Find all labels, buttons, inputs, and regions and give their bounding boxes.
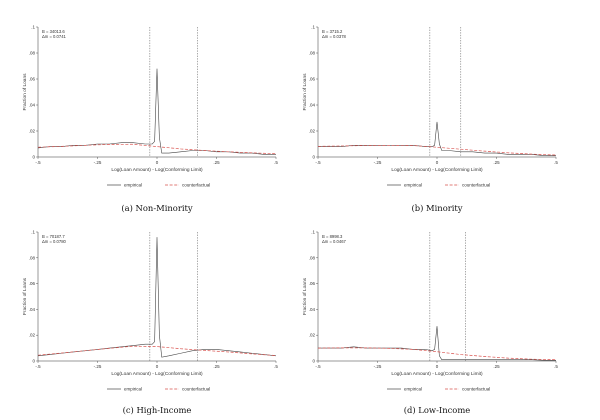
y-tick-label: 0 [32,359,35,364]
x-tick-label: 0 [436,364,439,369]
y-tick-label: .02 [309,129,316,134]
series-line-empirical [37,237,277,358]
x-tick-label: .25 [493,160,500,165]
x-axis-label: Log(Loan Amount) - Log(Conforming Limit) [111,167,203,173]
x-tick-label: .5 [274,364,278,369]
y-axis-label: Fraction of Loans [302,73,308,111]
x-tick-label: -.25 [374,160,382,165]
y-tick-label: .08 [309,51,316,56]
chart-panel: 0 .02 .04 .06 .08 .1 -.5 -.25 0 .25 .5 Fraction of … [302,230,558,416]
annotation: B = 8998.3 [322,234,343,239]
y-tick-label: .06 [29,281,36,286]
x-tick-label: -.5 [315,160,321,165]
y-tick-label: 0 [32,155,35,160]
y-tick-label: .06 [309,281,316,286]
y-tick-label: .08 [309,255,316,260]
y-tick-label: .1 [311,25,315,30]
y-tick-label: .06 [29,77,36,82]
series-line-empirical [37,68,276,155]
legend-label: counterfactual [462,183,490,188]
chart-panel: 0 .02 .04 .06 .08 .1 -.5 -.25 0 .25 .5 Fraction of … [22,230,278,416]
legend-label: counterfactual [462,387,490,392]
series-line-empirical [318,326,556,361]
y-tick-label: .08 [29,255,36,260]
y-tick-label: .1 [31,230,35,235]
y-axis-label: Fraction of Loans [22,73,28,111]
series-line-empirical [318,121,556,156]
x-tick-label: -.25 [94,364,102,369]
y-tick-label: .08 [29,51,36,56]
annotation: B = 70187.7 [42,234,65,239]
legend-label: empirical [124,183,142,188]
legend-label: empirical [124,387,142,392]
series-line-counterfactual [317,144,557,156]
x-axis-label: Log(Loan Amount) - Log(Conforming Limit) [391,167,483,173]
x-tick-label: -.5 [35,364,41,369]
y-tick-label: .04 [29,103,36,108]
y-tick-label: .06 [309,77,316,82]
annotation: Δm = 0.0780 [42,239,67,244]
x-tick-label: .25 [493,364,500,369]
annotation: B = 3715.2 [322,29,343,34]
x-tick-label: 0 [156,160,159,165]
x-tick-label: .25 [213,160,220,165]
y-tick-label: .04 [309,103,316,108]
x-tick-label: .25 [213,364,220,369]
x-tick-label: .5 [274,160,278,165]
chart-panel: 0 .02 .04 .06 .08 .1 -.5 -.25 0 .25 .5 Fraction of … [302,25,558,214]
series-line-counterfactual [37,345,277,356]
x-tick-label: -.25 [94,160,102,165]
legend-label: empirical [404,387,422,392]
panel-caption: (a) Non-Minority [121,203,193,213]
y-tick-label: .1 [31,25,35,30]
x-tick-label: 0 [156,364,159,369]
y-tick-label: .1 [311,230,315,235]
x-tick-label: 0 [436,160,439,165]
x-tick-label: .5 [554,364,558,369]
y-tick-label: .04 [29,307,36,312]
y-axis-label: Fraction of Loans [302,277,308,315]
legend-label: counterfactual [182,387,210,392]
y-tick-label: .02 [29,333,36,338]
y-axis-label: Fraction of Loans [22,277,28,315]
panels: 0 .02 .04 .06 .08 .1 -.5 -.25 0 .25 .5 Fraction of … [22,25,558,416]
y-tick-label: .04 [309,307,316,312]
series-line-counterfactual [317,347,557,361]
chart-panel: 0 .02 .04 .06 .08 .1 -.5 -.25 0 .25 .5 Fraction of … [22,25,278,214]
legend-label: counterfactual [182,183,210,188]
annotation: B = 34013.6 [42,29,65,34]
legend-label: empirical [404,183,422,188]
x-tick-label: -.25 [374,364,382,369]
x-tick-label: -.5 [315,364,321,369]
y-tick-label: 0 [312,359,315,364]
y-tick-label: .02 [29,129,36,134]
panel-caption: (c) High-Income [123,405,192,415]
panel-caption: (b) Minority [411,203,462,213]
x-tick-label: -.5 [35,160,41,165]
annotation: Δm = 0.0378 [322,34,347,39]
panel-caption: (d) Low-Income [404,405,471,415]
x-tick-label: .5 [554,160,558,165]
annotation: Δm = 0.0741 [42,34,67,39]
x-axis-label: Log(Loan Amount) - Log(Conforming Limit) [111,371,203,377]
x-axis-label: Log(Loan Amount) - Log(Conforming Limit) [391,371,483,377]
y-tick-label: .02 [309,333,316,338]
y-tick-label: 0 [312,155,315,160]
annotation: Δm = 0.0467 [322,239,347,244]
series-line-counterfactual [37,143,277,155]
